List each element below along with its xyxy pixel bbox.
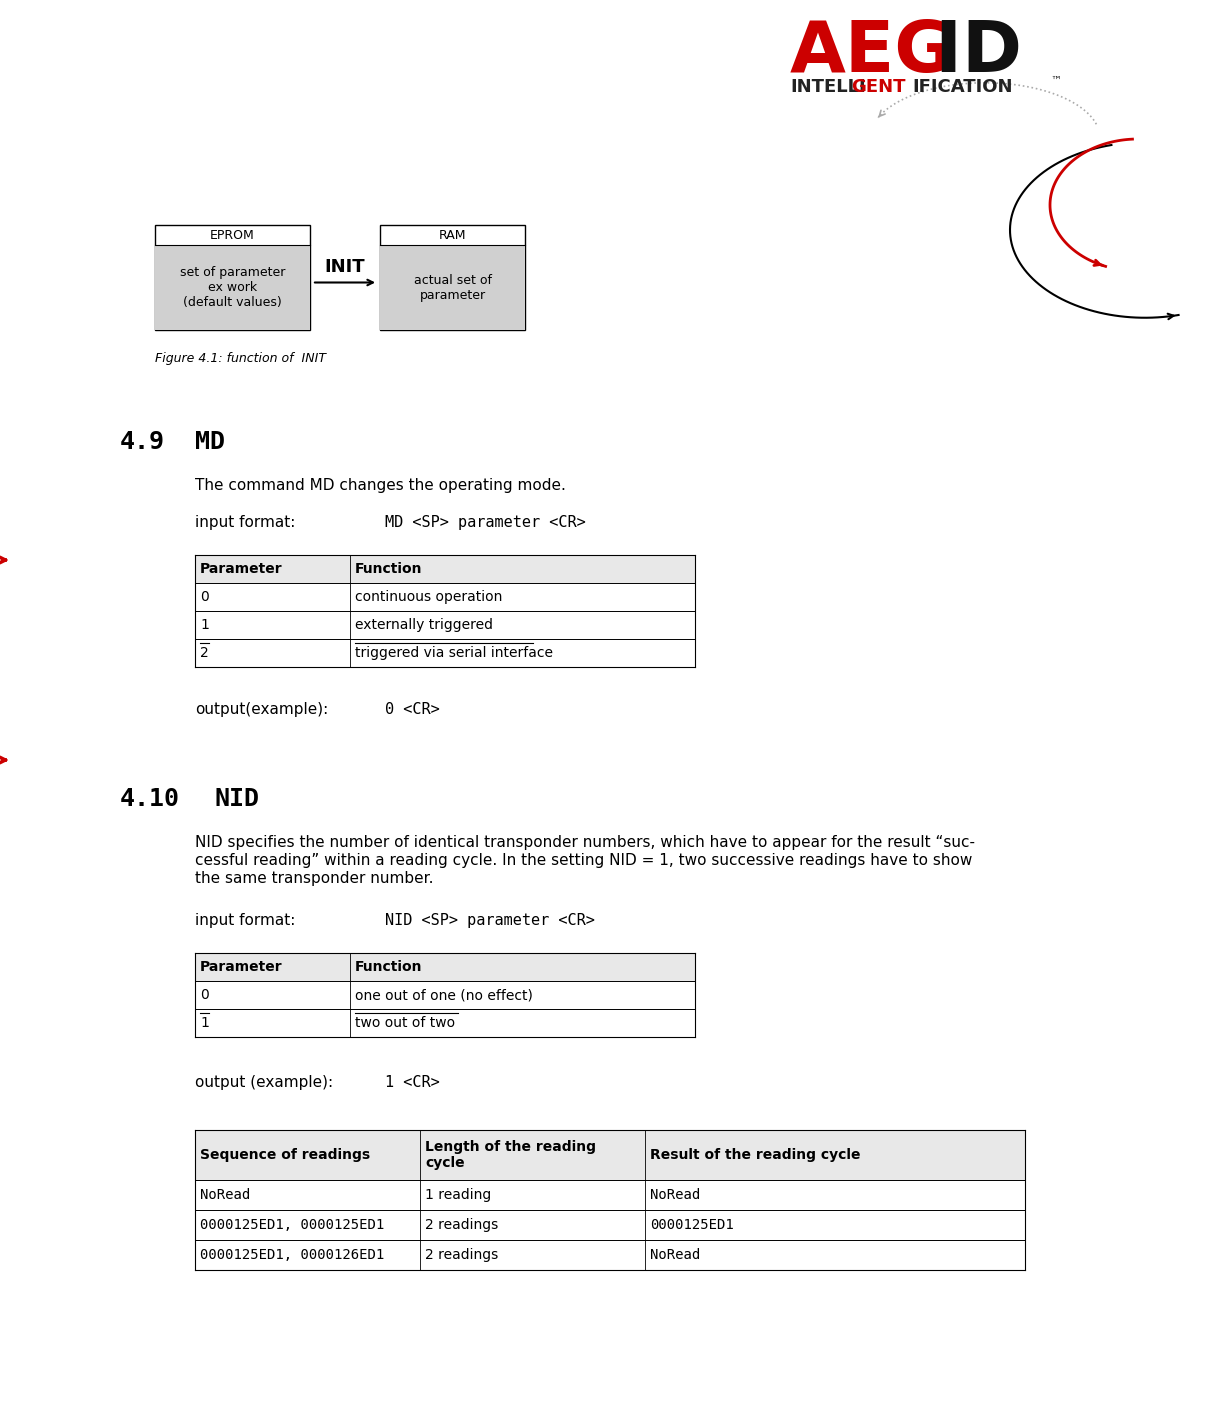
Text: ID: ID bbox=[910, 18, 1022, 86]
Text: 2 readings: 2 readings bbox=[425, 1248, 499, 1262]
Bar bbox=[194, 981, 696, 1009]
Bar bbox=[194, 583, 696, 611]
Text: 2 readings: 2 readings bbox=[425, 1218, 499, 1232]
Text: Sequence of readings: Sequence of readings bbox=[199, 1148, 371, 1162]
Text: Figure 4.1: function of  INIT: Figure 4.1: function of INIT bbox=[155, 352, 326, 365]
Text: Length of the reading
cycle: Length of the reading cycle bbox=[425, 1140, 596, 1170]
Text: input format:: input format: bbox=[194, 515, 295, 531]
Text: actual set of
parameter: actual set of parameter bbox=[414, 273, 491, 301]
Text: 4.9: 4.9 bbox=[119, 430, 165, 454]
Text: two out of two: two out of two bbox=[355, 1016, 455, 1030]
Text: externally triggered: externally triggered bbox=[355, 618, 492, 633]
Text: IFICATION: IFICATION bbox=[912, 78, 1013, 96]
Text: Parameter: Parameter bbox=[199, 562, 283, 576]
Text: output(example):: output(example): bbox=[194, 702, 329, 717]
Bar bbox=[194, 952, 696, 981]
Text: MD <SP> parameter <CR>: MD <SP> parameter <CR> bbox=[385, 515, 586, 531]
Text: set of parameter
ex work
(default values): set of parameter ex work (default values… bbox=[180, 266, 286, 308]
Text: NID specifies the number of identical transponder numbers, which have to appear : NID specifies the number of identical tr… bbox=[194, 835, 975, 850]
Text: cessful reading” within a reading cycle. In the setting NID = 1, two successive : cessful reading” within a reading cycle.… bbox=[194, 853, 972, 867]
Bar bbox=[194, 1180, 1025, 1210]
Bar bbox=[194, 611, 696, 640]
Text: 0000125ED1, 0000126ED1: 0000125ED1, 0000126ED1 bbox=[199, 1248, 384, 1262]
Text: continuous operation: continuous operation bbox=[355, 590, 502, 604]
Text: NoRead: NoRead bbox=[650, 1189, 700, 1201]
Text: NoRead: NoRead bbox=[650, 1248, 700, 1262]
Bar bbox=[380, 225, 524, 330]
Text: RAM: RAM bbox=[438, 228, 467, 242]
Text: GENT: GENT bbox=[851, 78, 906, 96]
Text: Result of the reading cycle: Result of the reading cycle bbox=[650, 1148, 860, 1162]
Text: 0 <CR>: 0 <CR> bbox=[385, 702, 439, 717]
Text: MD: MD bbox=[194, 430, 225, 454]
Text: NID: NID bbox=[215, 787, 260, 811]
Text: 2: 2 bbox=[199, 647, 209, 659]
Text: 1 <CR>: 1 <CR> bbox=[385, 1075, 439, 1090]
Bar bbox=[194, 1131, 1025, 1180]
Bar bbox=[155, 245, 310, 330]
Text: 1: 1 bbox=[199, 1016, 209, 1030]
Text: the same transponder number.: the same transponder number. bbox=[194, 872, 433, 886]
Text: 0000125ED1, 0000125ED1: 0000125ED1, 0000125ED1 bbox=[199, 1218, 384, 1232]
Text: input format:: input format: bbox=[194, 913, 295, 928]
Text: one out of one (no effect): one out of one (no effect) bbox=[355, 988, 533, 1002]
Text: 4.10: 4.10 bbox=[119, 787, 180, 811]
Text: NID <SP> parameter <CR>: NID <SP> parameter <CR> bbox=[385, 913, 595, 928]
Text: Function: Function bbox=[355, 959, 422, 974]
Bar bbox=[194, 1009, 696, 1037]
Text: INTELLI: INTELLI bbox=[790, 78, 865, 96]
Text: 0: 0 bbox=[199, 590, 209, 604]
Text: output (example):: output (example): bbox=[194, 1075, 334, 1090]
Text: EPROM: EPROM bbox=[211, 228, 255, 242]
Text: AEG: AEG bbox=[790, 18, 954, 86]
Bar bbox=[194, 1210, 1025, 1240]
Bar bbox=[194, 1240, 1025, 1271]
Bar bbox=[194, 640, 696, 666]
Text: Parameter: Parameter bbox=[199, 959, 283, 974]
Text: triggered via serial interface: triggered via serial interface bbox=[355, 647, 553, 659]
Text: 1 reading: 1 reading bbox=[425, 1189, 491, 1201]
Text: 1: 1 bbox=[199, 618, 209, 633]
Text: 0000125ED1: 0000125ED1 bbox=[650, 1218, 734, 1232]
Text: Function: Function bbox=[355, 562, 422, 576]
Text: INIT: INIT bbox=[325, 258, 366, 276]
Text: NoRead: NoRead bbox=[199, 1189, 250, 1201]
Text: ™: ™ bbox=[1050, 76, 1061, 86]
Bar bbox=[155, 225, 310, 330]
Text: The command MD changes the operating mode.: The command MD changes the operating mod… bbox=[194, 478, 566, 492]
Text: 0: 0 bbox=[199, 988, 209, 1002]
Bar bbox=[380, 245, 524, 330]
Bar bbox=[194, 555, 696, 583]
